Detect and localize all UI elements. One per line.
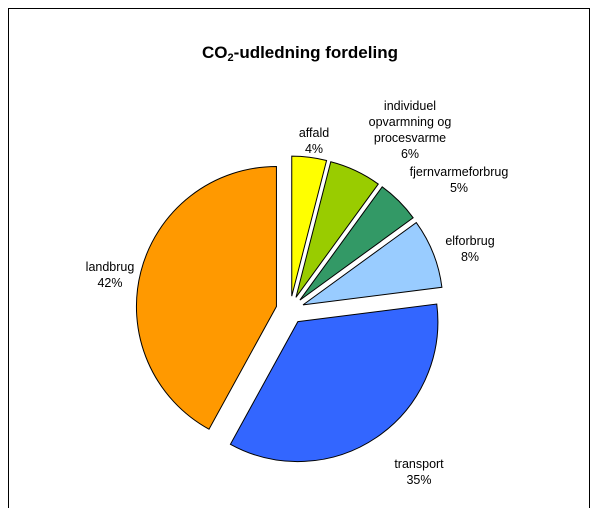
pie-slice-landbrug [135, 166, 277, 430]
label-fjernvarmeforbrug-pct: 5% [449, 181, 469, 195]
label-elforbrug-pct: 8% [460, 250, 480, 264]
pie-slice-elforbrug [302, 221, 443, 306]
pie-slice-affald [291, 155, 328, 297]
pie-slice-individuel [295, 161, 379, 298]
label-affald-pct: 4% [304, 142, 324, 156]
chart-title: CO2-udledning fordeling [9, 43, 591, 64]
title-rest: -udledning fordeling [233, 43, 398, 62]
label-affald-name: affald [298, 126, 330, 140]
label-transport-name: transport [394, 457, 444, 471]
label-elforbrug: elforbrug 8% [445, 233, 494, 265]
label-fjernvarmeforbrug: fjernvarmeforbrug 5% [410, 164, 509, 196]
label-individuel-line1: individuel [383, 99, 437, 113]
pie-slice-transport [229, 303, 439, 463]
label-individuel-pct: 6% [400, 147, 420, 161]
label-fjernvarmeforbrug-name: fjernvarmeforbrug [409, 165, 509, 179]
title-subscript: 2 [227, 52, 234, 64]
label-individuel-line3: procesvarme [373, 131, 447, 145]
label-affald: affald 4% [299, 125, 329, 157]
title-main: CO [202, 43, 228, 62]
label-landbrug-pct: 42% [97, 276, 123, 290]
label-individuel-opvarmning: individuel opvarmning og procesvarme 6% [369, 98, 452, 162]
label-elforbrug-name: elforbrug [445, 234, 495, 248]
label-landbrug-name: landbrug [85, 260, 135, 274]
pie-slice-fjernvarmeforbrug [299, 186, 414, 301]
label-individuel-line2: opvarmning og [368, 115, 452, 129]
label-transport-pct: 35% [406, 473, 432, 487]
label-landbrug: landbrug 42% [86, 259, 135, 291]
label-transport: transport 35% [394, 456, 443, 488]
